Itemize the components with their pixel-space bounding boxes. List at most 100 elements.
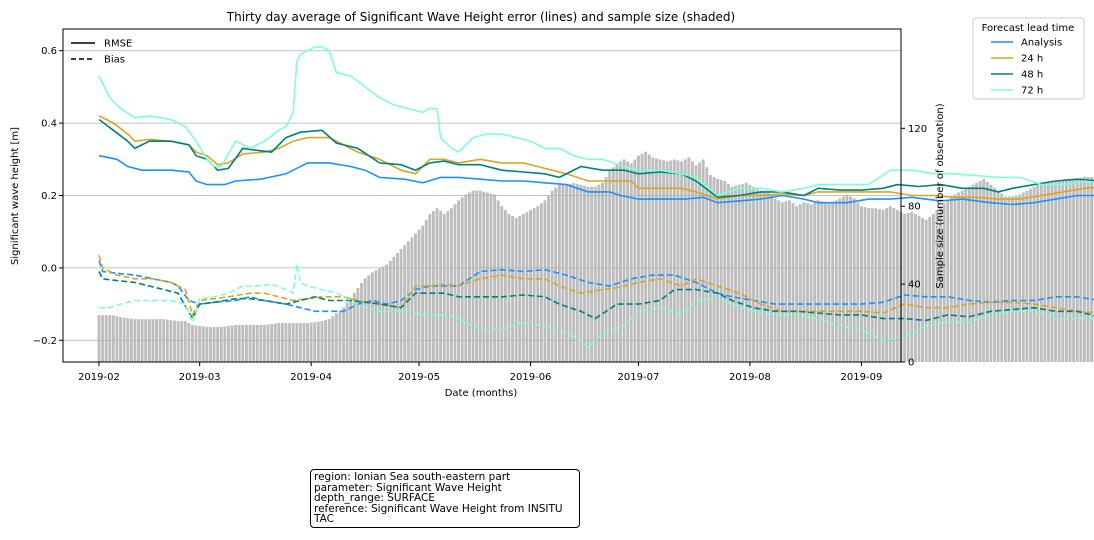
sample-bar <box>554 187 558 362</box>
sample-bar <box>741 183 745 362</box>
sample-bar <box>313 322 317 362</box>
sample-bar <box>223 326 227 362</box>
sample-bar <box>665 161 669 362</box>
sample-bar <box>187 323 191 362</box>
sample-bar <box>946 200 950 362</box>
sample-bar <box>672 159 676 362</box>
sample-bar <box>780 202 784 362</box>
sample-bar <box>1014 195 1018 362</box>
sample-bar <box>568 183 572 362</box>
sample-bar <box>615 163 619 362</box>
sample-bar <box>917 215 921 362</box>
sample-bar <box>572 182 576 362</box>
y-tick-label: −0.2 <box>33 336 57 347</box>
sample-bar <box>877 209 881 362</box>
sample-bar <box>726 183 730 362</box>
sample-bar <box>834 200 838 362</box>
sample-bar <box>255 325 259 362</box>
sample-bar <box>957 192 960 362</box>
sample-bar <box>989 184 993 362</box>
sample-bar <box>104 315 108 362</box>
sample-bar <box>1043 182 1047 362</box>
style-legend: RMSE Bias <box>71 39 132 66</box>
sample-bar <box>967 186 971 362</box>
sample-bar <box>237 325 241 362</box>
x-tick-label: 2019-05 <box>398 372 440 383</box>
sample-bar <box>309 322 313 362</box>
sample-bar <box>654 158 658 362</box>
sample-bar <box>475 190 479 362</box>
sample-bar <box>755 188 759 362</box>
sample-bar <box>288 323 292 362</box>
sample-bar <box>352 292 356 362</box>
rmse-line-analysis <box>98 154 1094 206</box>
sample-bar <box>165 319 169 362</box>
sample-bar <box>1000 193 1004 362</box>
sample-bar <box>827 202 831 362</box>
lead-time-legend: Forecast lead time Analysis 24 h 48 h 72 h <box>972 17 1085 100</box>
sample-bar <box>367 275 371 362</box>
sample-bar <box>198 325 202 362</box>
sample-bar <box>478 190 482 362</box>
sample-bar <box>791 203 795 362</box>
sample-bar <box>216 326 220 362</box>
legend-label-48-h: 48 h <box>1021 70 1043 81</box>
legend-label-bias: Bias <box>104 55 125 66</box>
sample-bar <box>521 214 525 362</box>
sample-bar <box>590 186 594 362</box>
sample-bar <box>683 159 687 362</box>
sample-bar <box>518 215 522 362</box>
sample-bar <box>1050 181 1054 362</box>
sample-bar <box>842 196 845 362</box>
sample-bar <box>1029 188 1032 362</box>
sample-bar <box>874 208 878 362</box>
sample-bar <box>471 190 475 362</box>
sample-bar <box>1090 177 1094 362</box>
sample-bar <box>414 233 417 362</box>
sample-bar <box>331 316 335 362</box>
sample-bar <box>532 208 536 362</box>
sample-bar <box>895 210 899 362</box>
sample-bar <box>399 249 403 362</box>
x-tick-label: 2019-09 <box>841 372 883 383</box>
sample-bar <box>985 181 989 362</box>
y-tick-label: 0.4 <box>41 119 57 130</box>
sample-bar <box>701 159 705 362</box>
sample-bar <box>993 187 996 362</box>
sample-bar <box>1011 196 1014 362</box>
sample-bar <box>539 203 543 362</box>
sample-bar <box>529 210 532 362</box>
sample-bar <box>345 302 349 362</box>
sample-bar <box>234 325 238 362</box>
sample-bar <box>194 325 198 362</box>
y2-axis-label: Sample size (number of observation) <box>935 103 946 288</box>
sample-bar <box>903 214 907 362</box>
sample-bar <box>460 197 464 362</box>
sample-bar <box>921 217 925 362</box>
sample-bar <box>586 186 590 362</box>
sample-bar <box>205 326 209 362</box>
sample-bar <box>324 320 327 362</box>
sample-bar <box>583 185 586 362</box>
sample-bar <box>939 206 942 362</box>
sample-bar <box>493 194 497 362</box>
sample-bar <box>928 216 932 362</box>
sample-bar <box>633 159 637 362</box>
x-tick-label: 2019-03 <box>179 372 221 383</box>
legend-label-analysis: Analysis <box>1021 38 1062 49</box>
sample-bar <box>547 195 550 362</box>
sample-bar <box>626 161 630 362</box>
sample-bar <box>712 177 716 362</box>
sample-bar <box>201 326 205 362</box>
sample-bar <box>723 180 727 362</box>
y-tick-label: 0.6 <box>41 46 57 57</box>
sample-bar <box>428 214 432 362</box>
sample-bar <box>464 194 468 362</box>
sample-bar <box>622 159 626 362</box>
sample-bar <box>579 184 583 362</box>
sample-bar <box>611 167 615 362</box>
sample-bar <box>694 165 698 362</box>
sample-bar <box>453 204 457 362</box>
sample-bar <box>658 159 662 362</box>
y-tick-label: 0.2 <box>41 191 57 202</box>
